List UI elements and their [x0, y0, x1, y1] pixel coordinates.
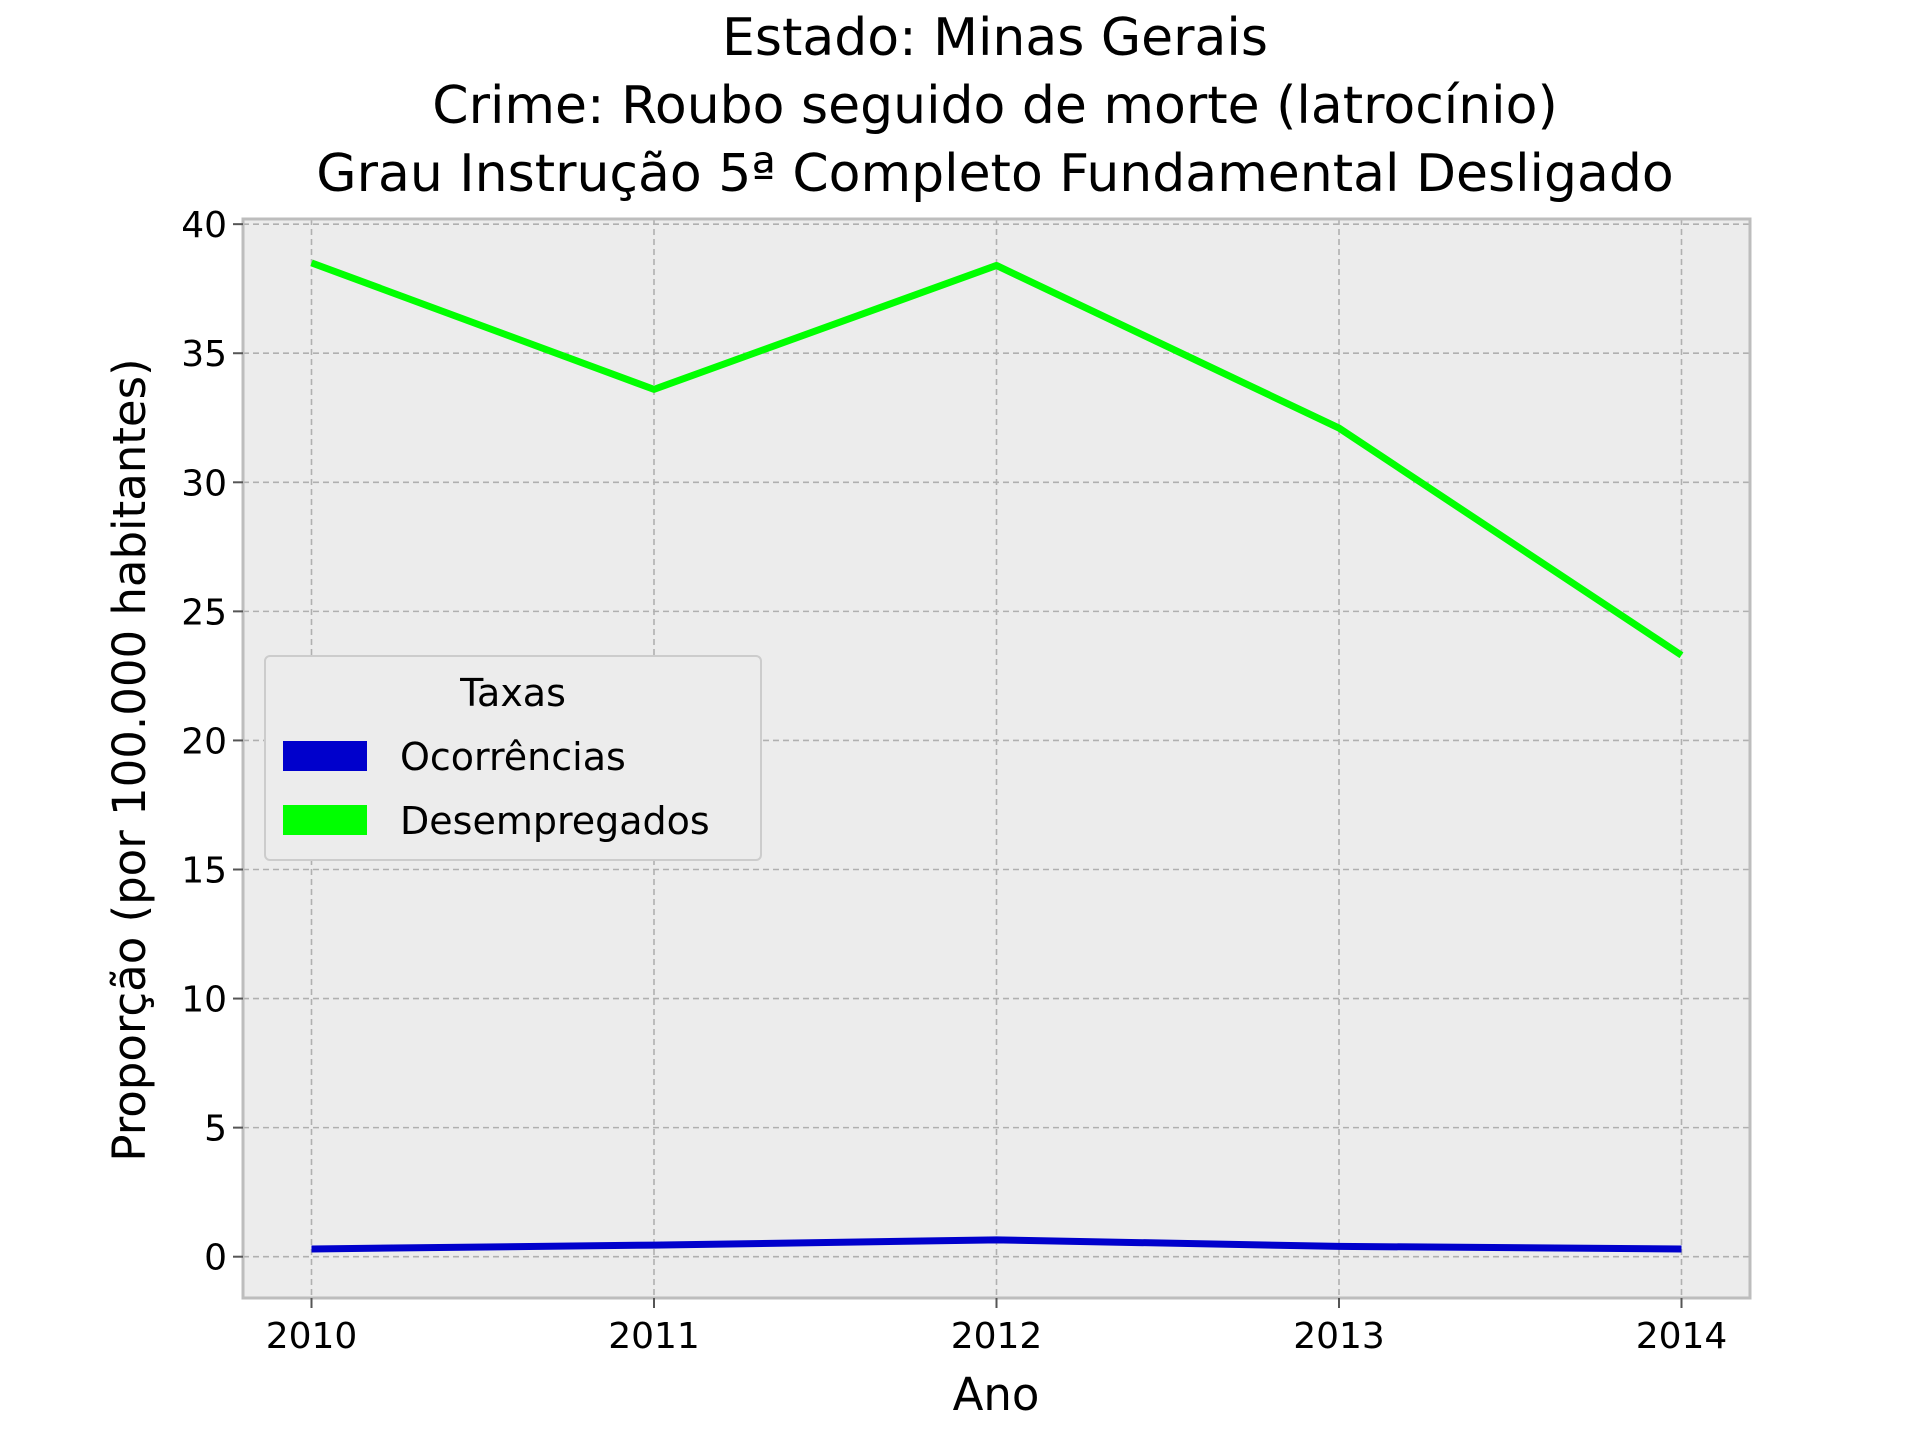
- legend-box: [264, 655, 762, 861]
- y-tick-label: 15: [181, 850, 227, 891]
- title-line-2: Crime: Roubo seguido de morte (latrocíni…: [432, 76, 1557, 136]
- y-tick-label: 20: [181, 721, 227, 762]
- y-tick-label: 40: [181, 205, 227, 246]
- grid-lines: [243, 219, 1750, 1298]
- x-tick-label: 2013: [1293, 1316, 1385, 1357]
- legend-label-desempregados: Desempregados: [400, 799, 710, 843]
- x-tick-label: 2012: [951, 1316, 1043, 1357]
- x-axis-label: Ano: [953, 1368, 1040, 1421]
- series-layer: [310, 259, 1684, 1253]
- legend-title: Taxas: [459, 671, 566, 715]
- x-tick-label: 2010: [266, 1316, 358, 1357]
- tick-marks: [233, 223, 1683, 1308]
- legend: Taxas Ocorrências Desempregados: [264, 655, 762, 861]
- y-tick-label: 5: [204, 1109, 227, 1150]
- series-line-desempregados: [310, 259, 1684, 659]
- legend-label-ocorrencias: Ocorrências: [400, 735, 626, 779]
- x-tick-label: 2011: [608, 1316, 700, 1357]
- y-tick-label: 30: [181, 463, 227, 504]
- chart-title: Estado: Minas Gerais Crime: Roubo seguid…: [316, 8, 1673, 204]
- legend-swatch-desempregados: [283, 805, 367, 835]
- title-line-3: Grau Instrução 5ª Completo Fundamental D…: [316, 144, 1673, 204]
- x-tick-label: 2014: [1636, 1316, 1728, 1357]
- y-axis-label: Proporção (por 100.000 habitantes): [103, 358, 156, 1161]
- y-tick-labels: 0 5 10 15 20 25 30 35 40: [181, 205, 227, 1279]
- y-tick-label: 35: [181, 334, 227, 375]
- legend-swatch-ocorrencias: [283, 741, 367, 771]
- y-tick-label: 0: [204, 1238, 227, 1279]
- series-line-ocorrencias: [311, 1236, 1682, 1253]
- y-tick-label: 10: [181, 980, 227, 1021]
- x-tick-labels: 2010 2011 2012 2013 2014: [266, 1316, 1728, 1357]
- title-line-1: Estado: Minas Gerais: [722, 8, 1268, 68]
- y-tick-label: 25: [181, 592, 227, 633]
